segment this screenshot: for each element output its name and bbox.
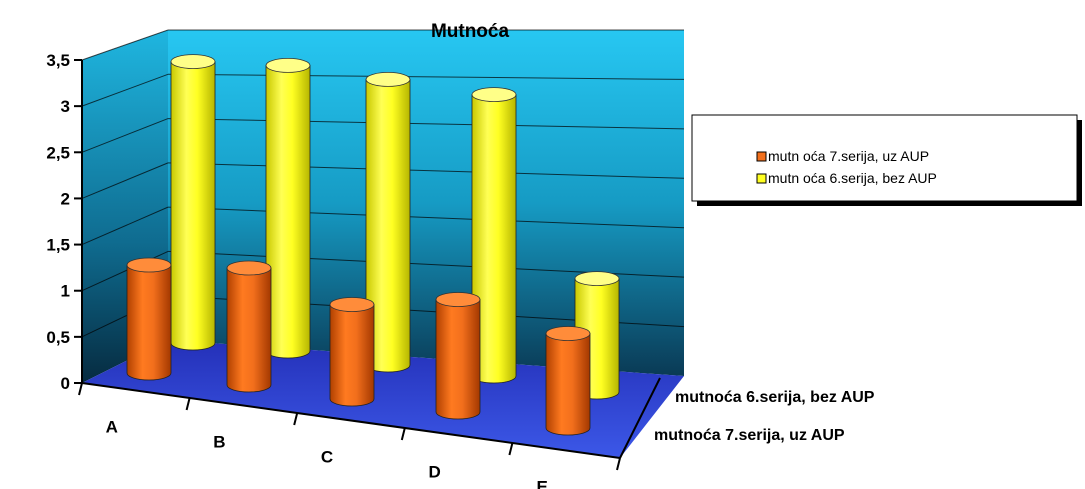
chart-title: Mutnoća <box>431 21 510 42</box>
legend-swatch-orange <box>756 151 767 162</box>
bar-D-yellow <box>471 87 517 384</box>
x-tick-label: C <box>321 448 333 467</box>
x-tick-mark <box>616 457 621 471</box>
bar-A-yellow <box>170 54 216 351</box>
depth-label-back: mutnoća 6.serija, bez AUP <box>675 389 875 406</box>
y-tick-label: 1,5 <box>46 236 70 255</box>
bar-D-yellow-top <box>471 87 517 102</box>
y-axis-ticks: 0 0,5 1 1,5 2 2,5 3 3,5 <box>46 51 82 393</box>
y-tick-label: 3,5 <box>46 51 70 70</box>
x-tick-label: B <box>213 433 225 452</box>
bar-E-orange-body <box>545 333 591 436</box>
bar-A-orange <box>126 257 172 381</box>
bar-A-orange-top <box>126 257 172 273</box>
bar-A-yellow-body <box>170 61 216 351</box>
x-tick-mark <box>293 412 299 426</box>
y-tick-label: 0 <box>61 374 70 393</box>
depth-axis-line <box>619 377 661 459</box>
bar-A-yellow-top <box>170 54 216 69</box>
series-back-bars <box>170 54 620 400</box>
bar-B-yellow-top <box>265 58 311 73</box>
legend-label-6: mutn oća 6.serija, bez AUP <box>768 170 937 186</box>
bar-B-orange-body <box>226 267 272 393</box>
depth-label-front: mutnoća 7.serija, uz AUP <box>654 427 845 444</box>
bar-B-yellow-body <box>265 65 311 359</box>
bar-C-yellow-top <box>365 72 411 87</box>
x-tick-mark <box>78 382 83 396</box>
y-tick-label: 1 <box>61 282 70 301</box>
y-tick-label: 3 <box>61 97 70 116</box>
legend-swatch-yellow <box>756 173 767 184</box>
bar-C-orange-top <box>329 297 375 312</box>
x-tick-mark <box>185 397 191 411</box>
y-tick-label: 2,5 <box>46 143 70 162</box>
bar-D-orange-body <box>435 299 481 420</box>
x-tick-mark <box>508 442 514 456</box>
bar-C-orange <box>329 297 375 407</box>
bar-E-orange <box>545 326 591 436</box>
bar-B-yellow <box>265 58 311 359</box>
legend-box <box>691 114 1078 202</box>
gridlines <box>81 29 685 338</box>
x-tick-label: E <box>537 478 548 489</box>
legend: mutn oća 7.serija, uz AUP mutn oća 6.ser… <box>691 114 1082 206</box>
legend-label-7: mutn oća 7.serija, uz AUP <box>768 148 929 164</box>
bar-D-orange <box>435 292 481 420</box>
bar-B-orange <box>226 260 272 393</box>
bar-E-yellow-top <box>574 271 620 287</box>
x-tick-label: A <box>106 418 118 437</box>
bar-C-orange-body <box>329 304 375 407</box>
bar-D-orange-top <box>435 292 481 307</box>
x-tick-label: D <box>428 463 440 482</box>
bar-E-orange-top <box>545 326 591 341</box>
series-front-bars <box>126 257 591 436</box>
bar-C-yellow <box>365 72 411 373</box>
x-axis-ticks: A B C D E <box>78 382 621 489</box>
x-axis-line <box>81 382 621 459</box>
bar-A-orange-body <box>126 264 172 381</box>
x-tick-mark <box>400 427 406 441</box>
bar-B-orange-top <box>226 260 272 276</box>
y-tick-label: 0,5 <box>46 328 70 347</box>
y-tick-label: 2 <box>61 189 70 208</box>
